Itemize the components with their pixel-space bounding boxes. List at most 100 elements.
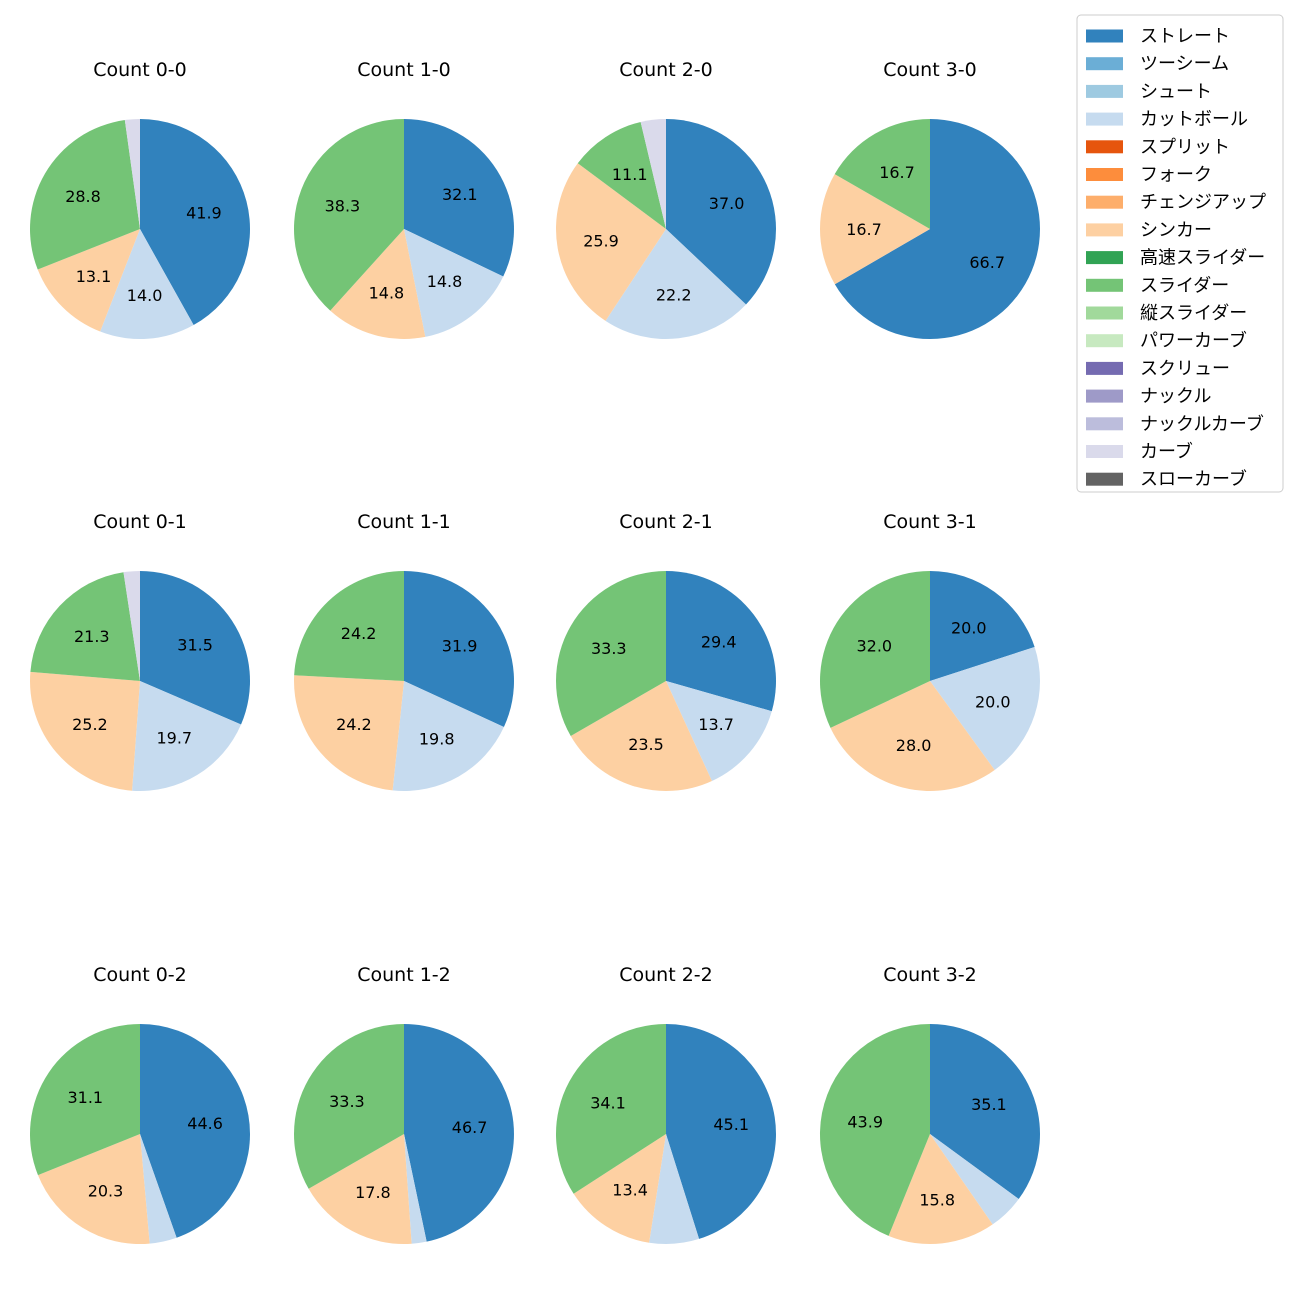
pie-slice-c30b930c830ec30fc30c8 bbox=[666, 1024, 776, 1239]
legend: ストレートツーシームシュートカットボールスプリットフォークチェンジアップシンカー… bbox=[1076, 14, 1284, 493]
legend-label: ストレート bbox=[1140, 26, 1230, 47]
slice-label: 14.0 bbox=[127, 286, 163, 305]
pie-slice-c30b930e930a430c030fc bbox=[294, 571, 404, 681]
pie-count-2-0: Count 2-0 37.0 22.2 25.9 11.1 bbox=[556, 59, 777, 340]
slice-label: 31.9 bbox=[442, 636, 478, 655]
legend-swatch bbox=[1086, 140, 1123, 154]
legend-label: 高速スライダー bbox=[1140, 248, 1265, 269]
pie-title: Count 3-0 bbox=[883, 59, 977, 81]
pie-slice-c30b930e930a430c030fc bbox=[577, 121, 666, 229]
pie-count-0-0: Count 0-0 41.9 14.0 13.1 28.8 bbox=[29, 59, 251, 340]
pie-slice-c30b930e930a430c030fc bbox=[293, 119, 404, 311]
pie-slice-c30b930e930a430c030fc bbox=[834, 119, 930, 229]
legend-swatch bbox=[1086, 29, 1123, 43]
pies: Count 0-0 41.9 14.0 13.1 28.8 Count 1-0 32.1 14… bbox=[29, 59, 1041, 1245]
legend-swatch bbox=[1086, 57, 1123, 71]
slice-label: 35.1 bbox=[971, 1095, 1007, 1114]
slice-label: 38.3 bbox=[325, 196, 361, 215]
pie-slice-c30b930e930a430c030fc bbox=[293, 1023, 404, 1189]
pie-slice-c30b930e930a430c030fc bbox=[29, 1024, 140, 1176]
pie-slice-c30b930c830ec30fc30c8 bbox=[404, 1024, 514, 1242]
legend-label: ナックルカーブ bbox=[1140, 413, 1264, 435]
pie-slice-c30ab30c330c830dc30fc30eb bbox=[132, 681, 242, 791]
legend-swatch bbox=[1086, 112, 1123, 126]
slice-label: 32.1 bbox=[442, 185, 478, 204]
legend-item: チェンジアップ bbox=[1086, 192, 1266, 213]
legend-item: パワーカーブ bbox=[1086, 330, 1247, 352]
legend-swatch bbox=[1086, 334, 1123, 348]
pie-title: Count 3-1 bbox=[883, 511, 977, 533]
slice-label: 19.7 bbox=[156, 728, 192, 747]
pie-title: Count 0-1 bbox=[93, 511, 187, 533]
slice-label: 41.9 bbox=[186, 203, 222, 222]
legend-label: シンカー bbox=[1140, 220, 1212, 241]
slice-label: 31.1 bbox=[67, 1088, 103, 1107]
pie-slice-c30b730f330ab30fc bbox=[573, 1134, 666, 1243]
legend-item: カットボール bbox=[1086, 109, 1248, 130]
legend-label: スローカーブ bbox=[1140, 468, 1247, 490]
pie-slice-c30b930c830ec30fc30c8 bbox=[930, 1024, 1041, 1200]
pie-slice-c30ab30c330c830dc30fc30eb bbox=[404, 1134, 427, 1244]
legend-swatch bbox=[1086, 445, 1123, 458]
slice-label: 34.1 bbox=[590, 1093, 626, 1112]
slice-label: 17.8 bbox=[355, 1183, 391, 1202]
slice-label: 25.9 bbox=[583, 232, 619, 251]
legend-label: シュート bbox=[1140, 81, 1212, 102]
pie-slice-c30b930e930a430c030fc bbox=[556, 571, 666, 736]
pie-slice-c30ab30c330c830dc30fc30eb bbox=[930, 1134, 1019, 1225]
pie-slice-c30ab30c330c830dc30fc30eb bbox=[605, 229, 747, 340]
legend-item: フォーク bbox=[1086, 165, 1212, 186]
legend-swatch bbox=[1086, 223, 1123, 237]
slice-label: 20.0 bbox=[951, 619, 987, 638]
pie-slice-c30b730f330ab30fc bbox=[830, 681, 995, 792]
legend-label: チェンジアップ bbox=[1140, 192, 1266, 213]
pie-slice-c30b930c830ec30fc30c8 bbox=[666, 118, 777, 305]
pie-count-1-1: Count 1-1 31.9 19.8 24.2 24.2 bbox=[294, 511, 515, 791]
pie-slice-c30b730f330ab30fc bbox=[556, 163, 666, 321]
legend-item: ナックル bbox=[1086, 386, 1211, 407]
legend-label: カーブ bbox=[1140, 441, 1193, 463]
slice-label: 31.5 bbox=[177, 636, 213, 655]
legend-item: シュート bbox=[1086, 81, 1212, 102]
slice-label: 14.8 bbox=[427, 272, 463, 291]
slice-label: 33.3 bbox=[329, 1092, 365, 1111]
legend-swatch bbox=[1086, 168, 1123, 181]
slice-label: 45.1 bbox=[713, 1115, 749, 1134]
slice-label: 15.8 bbox=[919, 1191, 955, 1210]
slice-label: 23.5 bbox=[628, 735, 664, 754]
pie-count-1-0: Count 1-0 32.1 14.8 14.8 38.3 bbox=[293, 59, 514, 340]
slice-label: 43.9 bbox=[847, 1112, 883, 1131]
pie-slice-c30ab30c330c830dc30fc30eb bbox=[140, 1134, 177, 1244]
pie-title: Count 2-0 bbox=[619, 59, 713, 81]
pie-count-3-0: Count 3-0 66.7 16.7 16.7 bbox=[819, 59, 1040, 340]
pie-count-3-1: Count 3-1 20.0 20.0 28.0 32.0 bbox=[819, 511, 1041, 792]
pie-slice-c30ab30c330c830dc30fc30eb bbox=[404, 229, 504, 337]
slice-label: 32.0 bbox=[856, 637, 892, 656]
pie-slice-c30b730f330ab30fc bbox=[29, 671, 140, 791]
legend-item: カーブ bbox=[1086, 441, 1193, 463]
legend-item: 縦スライダー bbox=[1086, 303, 1247, 324]
slice-label: 21.3 bbox=[74, 627, 110, 646]
legend-label: フォーク bbox=[1140, 165, 1212, 186]
pie-slice-c30b930c830ec30fc30c8 bbox=[404, 119, 514, 277]
pie-slice-c30b730f330ab30fc bbox=[37, 229, 140, 332]
pie-title: Count 1-2 bbox=[357, 964, 451, 986]
slice-label: 44.6 bbox=[187, 1114, 223, 1133]
slice-label: 46.7 bbox=[452, 1118, 488, 1137]
pie-slice-c30b730f330ab30fc bbox=[888, 1134, 993, 1245]
slice-label: 29.4 bbox=[701, 632, 737, 651]
pie-slice-c30b930c830ec30fc30c8 bbox=[930, 571, 1035, 681]
legend-item: スライダー bbox=[1086, 275, 1229, 296]
pie-slice-c30b930c830ec30fc30c8 bbox=[666, 571, 777, 712]
pie-slice-c30ab30fc30d6 bbox=[124, 119, 140, 229]
legend-swatch bbox=[1086, 195, 1123, 209]
pie-slice-c30b930e930a430c030fc bbox=[819, 571, 930, 728]
pie-slice-c30b930c830ec30fc30c8 bbox=[404, 571, 515, 728]
legend-item: 高速スライダー bbox=[1086, 248, 1265, 269]
legend-label: ツーシーム bbox=[1140, 54, 1229, 75]
pie-slice-c30b930c830ec30fc30c8 bbox=[834, 119, 1040, 340]
slice-label: 66.7 bbox=[969, 253, 1005, 272]
pie-slice-c30ab30c330c830dc30fc30eb bbox=[649, 1134, 700, 1245]
pie-slice-c30b930c830ec30fc30c8 bbox=[140, 571, 251, 725]
